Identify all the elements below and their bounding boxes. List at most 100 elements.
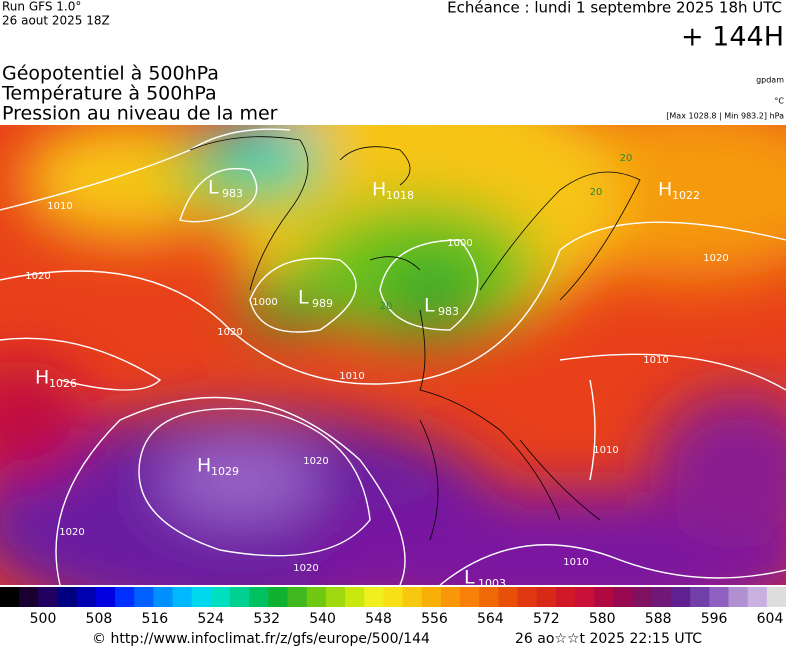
colorbar: 500 508 516 524 532 540 548 556 564 572 580 588 596 6… (0, 587, 786, 627)
temperature-label: 20 (620, 153, 633, 164)
temperature-label: 20 (590, 187, 603, 198)
colorbar-swatch (268, 587, 289, 607)
temperature-label: 20 (380, 301, 393, 312)
colorbar-swatch (479, 587, 499, 607)
colorbar-swatch (498, 587, 519, 607)
colorbar-swatch (249, 587, 269, 607)
run: Run GFS 1.0° (2, 0, 81, 14)
title: Géopotentiel à 500hPa (2, 63, 219, 85)
isobar-label: 1020 (293, 563, 318, 574)
isobar-label: 1010 (339, 371, 364, 382)
colorbar-swatch (345, 587, 365, 607)
pressure-value: 983 (438, 305, 459, 318)
forecast-time: Echéance : lundi 1 septembre 2025 18h UT… (447, 0, 782, 17)
isobar-label: 1010 (593, 445, 618, 456)
colorbar-swatch (670, 587, 691, 607)
colorbar-swatch (747, 587, 768, 607)
pressure-letter: H (35, 367, 49, 389)
colorbar-swatch (383, 587, 404, 607)
colorbar-swatch (690, 587, 710, 607)
title: Température à 500hPa (1, 83, 217, 105)
colorbar-swatch (153, 587, 174, 607)
colorbar-swatch (536, 587, 557, 607)
run-date: 26 aout 2025 18Z (2, 14, 110, 28)
pressure-value: 1018 (386, 189, 414, 202)
colorbar-swatch (364, 587, 384, 607)
isobar-label: 1020 (303, 456, 328, 467)
pressure-letter: H (197, 455, 211, 477)
isobar-label: 1020 (59, 527, 84, 538)
colorbar-swatch (728, 587, 749, 607)
pressure-letter: L (208, 177, 219, 199)
title: Pression au niveau de la mer (2, 103, 278, 125)
unit: °C (774, 97, 784, 106)
colorbar-swatch (325, 587, 346, 607)
colorbar-swatch (38, 587, 59, 607)
isobars (0, 128, 786, 585)
pressure-letter: H (658, 179, 672, 201)
isobar-label: 1010 (643, 355, 668, 366)
pressure-value: 983 (222, 187, 243, 200)
colorbar-swatch (115, 587, 135, 607)
colorbar-swatch (57, 587, 78, 607)
colorbar-swatch (191, 587, 212, 607)
generated: 26 ao☆☆t 2025 22:15 UTC (515, 631, 702, 647)
unit: gpdam (756, 76, 784, 85)
colorbar-swatch (440, 587, 461, 607)
colorbar-swatch (287, 587, 308, 607)
colorbar-tick-label: 556 (421, 611, 448, 627)
lead-time: + 144H (681, 22, 784, 53)
colorbar-swatch (766, 587, 786, 607)
isobar-label: 1020 (703, 253, 728, 264)
colorbar-swatch (172, 587, 193, 607)
colorbar-tick-label: 540 (309, 611, 336, 627)
isobar-label: 1000 (252, 297, 277, 308)
colorbar-swatch (95, 587, 116, 607)
colorbar-swatch (632, 587, 653, 607)
isobar-label: 1010 (563, 557, 588, 568)
colorbar-tick-label: 588 (645, 611, 672, 627)
colorbar-tick-label: 524 (197, 611, 224, 627)
colorbar-swatch (651, 587, 672, 607)
colorbar-tick-label: 548 (365, 611, 392, 627)
colorbar-tick-label: 580 (589, 611, 616, 627)
pressure-letter: L (464, 567, 475, 589)
colorbar-tick-label: 532 (253, 611, 280, 627)
colorbar-swatch (210, 587, 231, 607)
isobar-label: 1010 (47, 201, 72, 212)
isobar-label: 1020 (217, 327, 242, 338)
source: © http://www.infoclimat.fr/z/gfs/europe/… (92, 631, 430, 647)
isobar-label: 1020 (25, 271, 50, 282)
isobar-label: 1000 (447, 238, 472, 249)
colorbar-tick-label: 516 (141, 611, 168, 627)
colorbar-tick-label: 604 (757, 611, 784, 627)
colorbar-tick-label: 500 (30, 611, 57, 627)
pressure-value: 1003 (478, 577, 506, 590)
colorbar-swatch (613, 587, 634, 607)
map-field (0, 125, 786, 585)
colorbar-swatch (402, 587, 423, 607)
colorbar-swatch (421, 587, 442, 607)
pressure-letter: H (372, 179, 386, 201)
colorbar-swatch (517, 587, 538, 607)
colorbar-swatch (555, 587, 576, 607)
coastlines (189, 136, 641, 541)
colorbar-swatch (575, 587, 595, 607)
colorbar-swatch (230, 587, 250, 607)
colorbar-swatch (134, 587, 154, 607)
colorbar-swatch (709, 587, 729, 607)
pressure-value: 989 (312, 297, 333, 310)
colorbar-tick-label: 508 (86, 611, 113, 627)
colorbar-swatch (594, 587, 614, 607)
pressure-letter: L (424, 295, 435, 317)
colorbar-swatch (306, 587, 327, 607)
pressure-value: 1022 (672, 189, 700, 202)
colorbar-tick-label: 564 (477, 611, 504, 627)
colorbar-tick-label: 596 (701, 611, 728, 627)
colorbar-swatch (0, 587, 20, 607)
unit: [Max 1028.8 | Min 983.2] hPa (666, 112, 784, 121)
colorbar-swatch (76, 587, 97, 607)
colorbar-tick-label: 572 (533, 611, 560, 627)
